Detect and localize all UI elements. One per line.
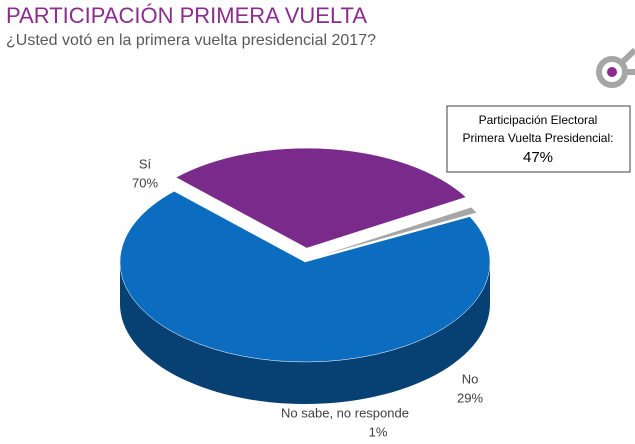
slice-value-label: 70% (132, 175, 158, 190)
slice-label: No sabe, no responde (281, 405, 409, 420)
logo (596, 47, 635, 88)
pie-slice (311, 206, 478, 259)
chart-title: PARTICIPACIÓN PRIMERA VUELTA (6, 3, 367, 28)
pie-slice-side (120, 262, 490, 404)
slice-value-label: 1% (369, 424, 388, 439)
annotation-box (446, 105, 631, 173)
pie-slice (119, 191, 491, 363)
chart-subtitle: ¿Usted votó en la primera vuelta preside… (6, 32, 376, 49)
annotation-text: Participación Electoral (479, 113, 598, 127)
annotation-text: Primera Vuelta Presidencial: (463, 131, 614, 145)
pie-slice (175, 147, 467, 249)
slice-label: Sí (139, 156, 152, 171)
slice-value-label: 29% (457, 390, 483, 405)
annotation-value: 47% (523, 149, 553, 166)
slice-label: No (462, 371, 479, 386)
